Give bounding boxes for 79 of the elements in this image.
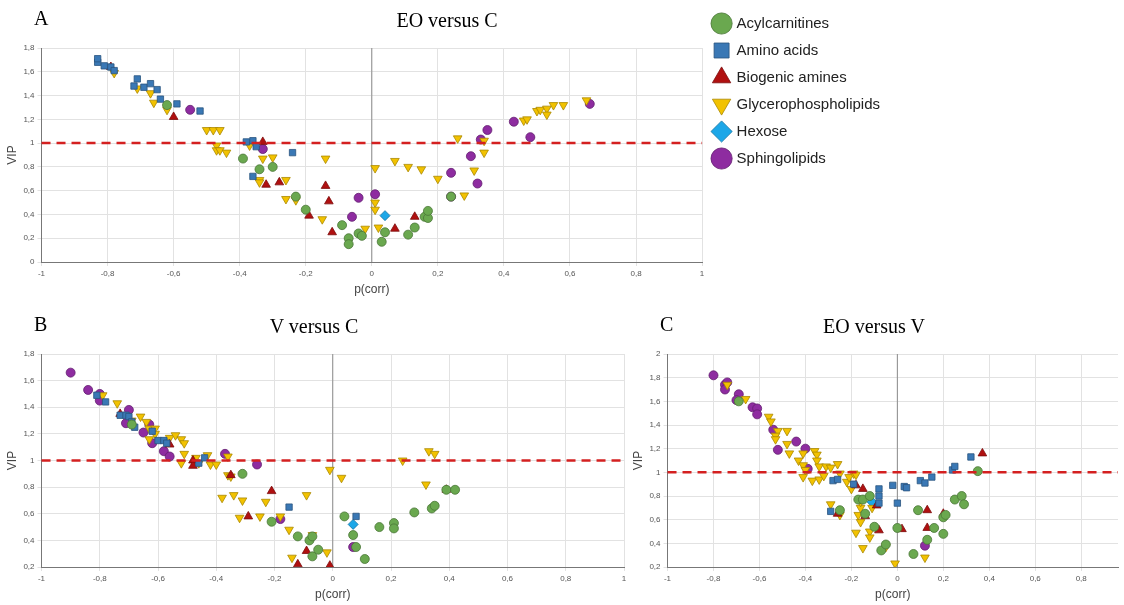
x-tick-label: 0,4 [498, 269, 511, 278]
x-axis-title: p(corr) [315, 587, 351, 602]
legend-label: Sphingolipids [736, 148, 826, 166]
y-tick-label: 1,6 [23, 375, 36, 385]
x-tick-label: 0,8 [560, 574, 572, 583]
x-tick-label: 0,2 [385, 574, 398, 583]
x-tick-label: 0,6 [564, 269, 577, 278]
legend-label: Acylcarnitines [736, 13, 830, 31]
y-tick-label: 0,4 [23, 535, 36, 545]
y-tick-label: 0,4 [649, 538, 662, 548]
legend-label: Amino acids [736, 40, 819, 58]
y-tick-label: 0,6 [649, 514, 662, 524]
y-tick-label: 0,8 [649, 491, 662, 501]
text: A [34, 7, 49, 30]
x-tick-label: 0,8 [630, 269, 643, 278]
x-tick-label: -0,4 [798, 574, 813, 583]
text: B [34, 313, 48, 336]
y-axis-title: VIP [4, 145, 19, 165]
x-tick-label: -1 [37, 269, 46, 278]
y-tick-label: 1,6 [649, 396, 662, 406]
x-tick-label: -1 [37, 574, 46, 583]
x-tick-label: -0,2 [844, 574, 859, 583]
x-tick-label: -0,4 [209, 574, 224, 583]
chart-title: EO versus V [823, 315, 926, 338]
x-tick-label: -1 [663, 574, 672, 583]
y-tick-label: 1,2 [23, 429, 36, 439]
y-axis-title: VIP [630, 450, 645, 471]
y-tick-label: 1,4 [23, 402, 36, 412]
y-tick-label: 1,8 [23, 43, 36, 53]
legend-label: Hexose [736, 121, 788, 139]
y-tick-label: 1,2 [23, 114, 36, 124]
y-tick-label: 1 [30, 138, 36, 148]
y-tick-label: 0,6 [23, 185, 36, 195]
y-tick-label: 1,2 [649, 443, 662, 453]
x-tick-label: 0,2 [937, 574, 950, 583]
x-axis-title: p(corr) [354, 282, 390, 297]
y-tick-label: 1 [30, 455, 36, 465]
x-tick-label: 0,2 [432, 269, 444, 278]
y-tick-label: 0,2 [23, 562, 36, 572]
x-tick-label: -0,4 [232, 269, 248, 278]
y-tick-label: 2 [656, 349, 662, 359]
y-tick-label: 1,4 [23, 90, 36, 100]
x-tick-label: -0,8 [100, 269, 116, 278]
x-tick-label: 1 [699, 269, 705, 278]
y-tick-label: 0,6 [23, 508, 36, 518]
x-tick-label: 0,6 [1029, 574, 1042, 583]
text: C [660, 313, 674, 336]
y-tick-label: 1,8 [649, 372, 662, 382]
y-tick-label: 0,4 [23, 209, 36, 219]
x-tick-label: -0,2 [298, 269, 314, 278]
chart-title: V versus C [269, 315, 359, 338]
x-tick-label: 0 [330, 574, 336, 583]
x-tick-label: -0,6 [166, 269, 182, 278]
legend-label: Glycerophospholipids [736, 94, 881, 112]
x-tick-label: -0,8 [92, 574, 108, 583]
x-axis-title: p(corr) [875, 587, 911, 602]
y-tick-label: 0,8 [23, 162, 36, 172]
y-tick-label: 0,2 [649, 562, 662, 572]
x-tick-label: -0,8 [706, 574, 721, 583]
y-tick-label: 0,2 [23, 233, 36, 243]
legend-label: Biogenic amines [736, 67, 847, 85]
x-tick-label: -0,2 [267, 574, 282, 583]
x-tick-label: -0,6 [151, 574, 166, 583]
x-tick-label: 0,6 [501, 574, 514, 583]
x-tick-label: -0,6 [752, 574, 767, 583]
chart-title: EO versus C [396, 9, 498, 32]
x-tick-label: 1 [621, 574, 627, 583]
x-tick-label: 0 [895, 574, 901, 583]
y-tick-label: 0 [30, 257, 36, 267]
x-tick-label: 0,4 [443, 574, 456, 583]
x-tick-label: 0,8 [1075, 574, 1088, 583]
x-tick-label: 0,4 [983, 574, 996, 583]
y-tick-label: 0,8 [23, 482, 36, 492]
y-tick-label: 1,4 [649, 420, 662, 430]
x-tick-label: 0 [369, 269, 375, 278]
y-tick-label: 1,8 [23, 349, 36, 359]
y-tick-label: 1,6 [23, 66, 36, 76]
y-axis-title: VIP [4, 450, 19, 471]
y-tick-label: 1 [656, 467, 662, 477]
